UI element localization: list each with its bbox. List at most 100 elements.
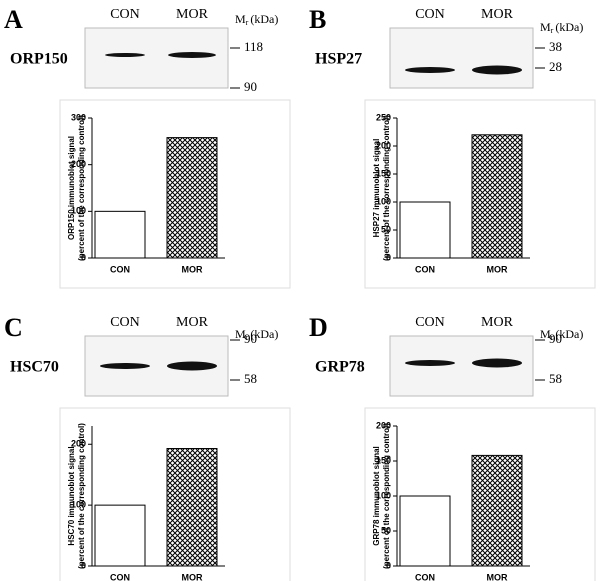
panel-letter: A: [4, 5, 23, 34]
lane-label: CON: [415, 7, 445, 22]
protein-label: ORP150: [10, 51, 68, 68]
bar: [399, 201, 451, 259]
blot-band: [405, 67, 455, 73]
mr-unit: (kDa): [555, 327, 583, 341]
y-label-line: HSP27 immunoblot signal: [372, 139, 381, 238]
mr-label: Mr (kDa): [235, 327, 278, 342]
y-tick-label: 100: [71, 500, 86, 510]
blot-band: [472, 358, 522, 368]
x-tick-label: CON: [415, 572, 435, 581]
y-tick-label: 0: [81, 252, 86, 262]
lane-label: CON: [110, 315, 140, 330]
panel: B HSP27 CON MOR Mr (kDa) 38 28: [309, 5, 583, 89]
y-tick-label: 200: [376, 140, 391, 150]
y-tick-label: 50: [381, 525, 391, 535]
bar: [471, 454, 523, 567]
y-tick-label: 150: [376, 455, 391, 465]
marker-label: 90: [549, 331, 562, 346]
marker-label: 38: [549, 39, 562, 54]
y-tick-label: 0: [386, 252, 391, 262]
marker-label: 90: [244, 79, 257, 94]
blot-image: [389, 27, 534, 89]
mr-unit: (kDa): [555, 20, 583, 34]
y-tick-label: 200: [71, 439, 86, 449]
blot-band: [168, 52, 216, 58]
mr-unit: (kDa): [250, 327, 278, 341]
marker-label: 58: [549, 371, 562, 386]
y-tick-label: 200: [71, 159, 86, 169]
y-tick-label: 100: [376, 490, 391, 500]
y-tick-label: 200: [376, 420, 391, 430]
x-tick-label: CON: [110, 264, 130, 274]
y-axis-label: ORP150 immunoblot signal(percent of the …: [67, 115, 86, 261]
blot-image: [84, 27, 229, 89]
x-tick-label: MOR: [182, 572, 203, 581]
mr-subscript: r: [246, 333, 249, 342]
y-axis-label: HSP27 immunoblot signal(percent of the c…: [372, 115, 391, 261]
marker-label: 90: [244, 331, 257, 346]
blot-band: [167, 361, 217, 371]
x-tick-label: CON: [110, 572, 130, 581]
y-tick-label: 250: [376, 112, 391, 122]
marker-label: 28: [549, 59, 562, 74]
blot-band: [100, 363, 150, 369]
protein-label: HSP27: [315, 51, 362, 68]
blot-band: [405, 360, 455, 366]
panel: A ORP150 CON MOR Mr (kDa) 118 90: [4, 5, 278, 94]
bar: [94, 210, 146, 259]
mr-subscript: r: [551, 333, 554, 342]
bar: [399, 495, 451, 567]
y-tick-label: 50: [381, 224, 391, 234]
panel: C HSC70 CON MOR Mr (kDa)90 58: [4, 313, 278, 397]
mr-unit: (kDa): [250, 12, 278, 26]
y-tick-label: 300: [71, 112, 86, 122]
y-label-line: HSC70 immunoblot signal: [67, 446, 76, 545]
bar: [166, 137, 218, 259]
protein-label: HSC70: [10, 359, 59, 376]
panel-letter: D: [309, 313, 328, 342]
y-axis-label: HSC70 immunoblot signal(percent of the c…: [67, 423, 86, 569]
y-tick-label: 100: [376, 196, 391, 206]
panel-letter: B: [309, 5, 326, 34]
marker-label: 58: [244, 371, 257, 386]
mr-label: Mr (kDa): [235, 12, 278, 27]
mr-subscript: r: [246, 18, 249, 27]
mr-subscript: r: [551, 26, 554, 35]
y-label-line: (percent of the corresponding control): [382, 423, 391, 569]
panel-letter: C: [4, 313, 23, 342]
lane-label: CON: [110, 7, 140, 22]
panel: D GRP78 CON MOR Mr (kDa)90 58: [309, 313, 583, 397]
y-tick-label: 0: [386, 560, 391, 570]
x-tick-label: MOR: [487, 572, 508, 581]
lane-label: MOR: [481, 7, 514, 22]
y-tick-label: 100: [71, 206, 86, 216]
y-axis-label: GRP78 immunoblot signal(percent of the c…: [372, 423, 391, 569]
mr-symbol: M: [235, 12, 246, 26]
y-tick-label: 0: [81, 560, 86, 570]
marker-label: 118: [244, 39, 263, 54]
bar: [471, 134, 523, 259]
bar: [166, 448, 218, 567]
y-label-line: ORP150 immunoblot signal: [67, 136, 76, 240]
lane-label: MOR: [176, 315, 209, 330]
blot-band: [472, 65, 522, 75]
x-tick-label: MOR: [182, 264, 203, 274]
bar: [94, 504, 146, 567]
lane-label: MOR: [176, 7, 209, 22]
lane-label: MOR: [481, 315, 514, 330]
lane-label: CON: [415, 315, 445, 330]
mr-label: Mr (kDa): [540, 327, 583, 342]
mr-label: Mr (kDa): [540, 20, 583, 35]
blot-band: [105, 53, 145, 57]
x-tick-label: CON: [415, 264, 435, 274]
y-label-line: (percent of the corresponding control): [382, 115, 391, 261]
mr-symbol: M: [540, 20, 551, 34]
y-tick-label: 150: [376, 168, 391, 178]
mr-symbol: M: [540, 327, 551, 341]
y-label-line: (percent of the corresponding control): [77, 423, 86, 569]
x-tick-label: MOR: [487, 264, 508, 274]
